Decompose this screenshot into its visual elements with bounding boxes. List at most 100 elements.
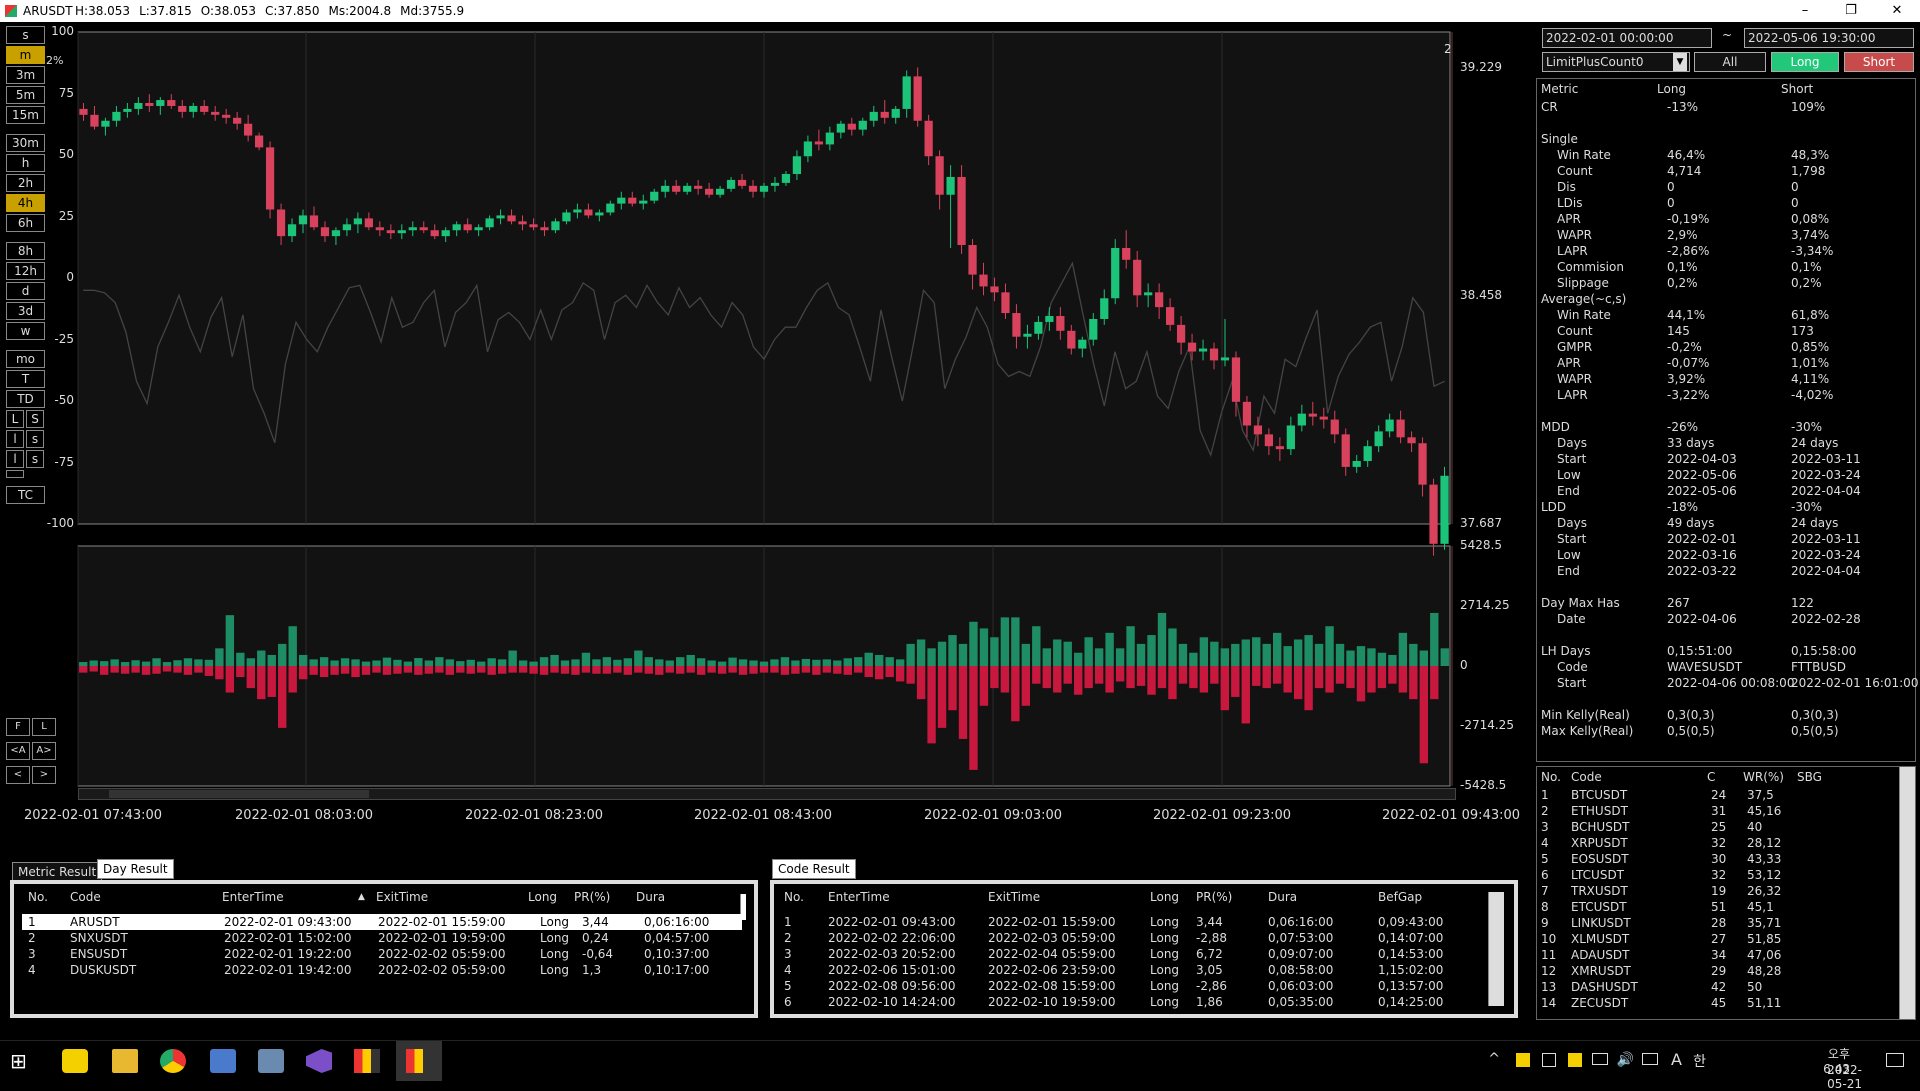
timeframe-button[interactable]: 4h xyxy=(6,194,45,212)
tab-code-result[interactable]: Code Result xyxy=(772,859,856,879)
tray-device-icon[interactable] xyxy=(1592,1053,1608,1065)
kakaotalk-icon[interactable] xyxy=(62,1049,88,1073)
code-table-cell[interactable]: 29 xyxy=(1711,964,1727,978)
chrome-icon[interactable] xyxy=(160,1049,186,1073)
code-table-cell[interactable]: 43,33 xyxy=(1747,852,1782,866)
table-row[interactable]: 2 SNXUSDT 2022-02-01 15:02:00 2022-02-01 19… xyxy=(22,930,742,946)
code-result-header[interactable]: Long xyxy=(1150,890,1180,904)
code-table-cell[interactable]: 2 xyxy=(1541,804,1549,818)
close-button[interactable]: ✕ xyxy=(1891,3,1903,18)
all-button[interactable]: All xyxy=(1694,52,1766,72)
scroll-thumb[interactable] xyxy=(109,790,369,798)
code-table-cell[interactable]: 25 xyxy=(1711,820,1727,834)
day-table-header[interactable]: ExitTime xyxy=(376,890,429,904)
table-row[interactable]: 1 2022-02-01 09:43:00 2022-02-01 15:59:00 L… xyxy=(782,914,1492,930)
notification-icon[interactable] xyxy=(1886,1053,1904,1067)
visual-studio-icon[interactable] xyxy=(306,1049,332,1073)
code-table-cell[interactable]: 48,28 xyxy=(1747,964,1782,978)
tab-day-result[interactable]: Day Result xyxy=(97,859,174,879)
code-table-cell[interactable]: 45,1 xyxy=(1747,900,1774,914)
code-table-cell[interactable]: ZECUSDT xyxy=(1571,996,1629,1010)
table-row[interactable]: 1 ARUSDT 2022-02-01 09:43:00 2022-02-01 15:… xyxy=(22,914,742,930)
ime-korean-indicator[interactable]: 한 xyxy=(1693,1054,1706,1070)
day-table-header[interactable]: No. xyxy=(28,890,48,904)
code-table-cell[interactable]: 6 xyxy=(1541,868,1549,882)
code-table-scrollbar[interactable] xyxy=(1899,767,1915,1019)
timeframe-button[interactable] xyxy=(6,470,24,478)
code-table-cell[interactable]: 9 xyxy=(1541,916,1549,930)
code-table-cell[interactable]: 3 xyxy=(1541,820,1549,834)
code-table-cell[interactable]: 32 xyxy=(1711,868,1727,882)
day-table-header[interactable]: Long xyxy=(528,890,558,904)
sort-arrow-icon[interactable]: ▲ xyxy=(358,892,365,902)
nav-button[interactable]: L xyxy=(32,718,56,736)
short-button[interactable]: Short xyxy=(1844,52,1914,72)
code-result-header[interactable]: ExitTime xyxy=(988,890,1041,904)
code-result-header[interactable]: No. xyxy=(784,890,804,904)
timeframe-button[interactable]: 8h xyxy=(6,242,45,260)
code-result-header[interactable]: Dura xyxy=(1268,890,1298,904)
timeframe-button[interactable]: h xyxy=(6,154,45,172)
code-table-cell[interactable]: 31 xyxy=(1711,804,1727,818)
code-table-cell[interactable]: 34 xyxy=(1711,948,1727,962)
nav-button[interactable]: F xyxy=(6,718,30,736)
code-table-cell[interactable]: LINKUSDT xyxy=(1571,916,1631,930)
code-table-cell[interactable]: 8 xyxy=(1541,900,1549,914)
day-table-scrollbar[interactable] xyxy=(740,894,746,920)
code-table-cell[interactable]: 30 xyxy=(1711,852,1727,866)
code-table-cell[interactable]: TRXUSDT xyxy=(1571,884,1628,898)
date-from-input[interactable]: 2022-02-01 00:00:00 xyxy=(1542,28,1712,48)
timeframe-button[interactable]: m xyxy=(6,46,45,64)
timeframe-button[interactable]: 5m xyxy=(6,86,45,104)
chart-scrollbar[interactable] xyxy=(78,788,1456,800)
date-to-input[interactable]: 2022-05-06 19:30:00 xyxy=(1744,28,1914,48)
day-table-header[interactable]: EnterTime xyxy=(222,890,284,904)
day-table-header[interactable]: Code xyxy=(70,890,101,904)
timeframe-button[interactable]: TC xyxy=(6,486,45,504)
clock-date[interactable]: 2022-05-21 xyxy=(1827,1063,1862,1091)
code-table-cell[interactable]: 1 xyxy=(1541,788,1549,802)
code-table-cell[interactable]: 13 xyxy=(1541,980,1557,994)
code-table-cell[interactable]: 50 xyxy=(1747,980,1763,994)
strategy-select[interactable]: LimitPlusCount0 ▼ xyxy=(1542,52,1690,72)
tray-expand-icon[interactable]: ^ xyxy=(1488,1051,1500,1067)
timeframe-button[interactable]: 15m xyxy=(6,106,45,124)
timeframe-button[interactable]: s xyxy=(26,450,44,468)
code-table-cell[interactable]: 47,06 xyxy=(1747,948,1782,962)
chart-area[interactable] xyxy=(0,0,1540,830)
timeframe-button[interactable]: 6h xyxy=(6,214,45,232)
timeframe-button[interactable]: w xyxy=(6,322,45,340)
tray-keyboard-icon[interactable] xyxy=(1542,1053,1556,1067)
table-row[interactable]: 3 2022-02-03 20:52:00 2022-02-04 05:59:00 L… xyxy=(782,946,1492,962)
app-icon-1[interactable] xyxy=(354,1049,380,1073)
speaker-icon[interactable]: 🔊 xyxy=(1616,1052,1634,1068)
code-table-cell[interactable]: 19 xyxy=(1711,884,1727,898)
code-table-cell[interactable]: 51,85 xyxy=(1747,932,1782,946)
day-table-header[interactable]: Dura xyxy=(636,890,666,904)
timeframe-button[interactable]: S xyxy=(26,410,44,428)
code-table-cell[interactable]: 45,16 xyxy=(1747,804,1782,818)
monitor-icon[interactable] xyxy=(1642,1053,1658,1065)
timeframe-button[interactable]: l xyxy=(6,430,24,448)
code-table-cell[interactable]: 4 xyxy=(1541,836,1549,850)
code-table-cell[interactable]: LTCUSDT xyxy=(1571,868,1625,882)
code-table-cell[interactable]: 51 xyxy=(1711,900,1727,914)
timeframe-button[interactable]: 12h xyxy=(6,262,45,280)
timeframe-button[interactable]: TD xyxy=(6,390,45,408)
timeframe-button[interactable]: 30m xyxy=(6,134,45,152)
timeframe-button[interactable]: T xyxy=(6,370,45,388)
clock-time[interactable]: 오후 6:43 xyxy=(1823,1047,1851,1076)
network-icon[interactable] xyxy=(258,1049,284,1073)
code-table-cell[interactable]: ADAUSDT xyxy=(1571,948,1630,962)
code-table-cell[interactable]: 27 xyxy=(1711,932,1727,946)
timeframe-button[interactable]: mo xyxy=(6,350,45,368)
table-row[interactable]: 4 DUSKUSDT 2022-02-01 19:42:00 2022-02-02 0… xyxy=(22,962,742,978)
code-table-cell[interactable]: 10 xyxy=(1541,932,1557,946)
code-table-cell[interactable]: 45 xyxy=(1711,996,1727,1010)
table-row[interactable]: 3 ENSUSDT 2022-02-01 19:22:00 2022-02-02 05… xyxy=(22,946,742,962)
table-row[interactable]: 4 2022-02-06 15:01:00 2022-02-06 23:59:00 L… xyxy=(782,962,1492,978)
code-table-cell[interactable]: ETHUSDT xyxy=(1571,804,1628,818)
code-table-cell[interactable]: 26,32 xyxy=(1747,884,1782,898)
code-table-cell[interactable]: 32 xyxy=(1711,836,1727,850)
code-table-cell[interactable]: 7 xyxy=(1541,884,1549,898)
